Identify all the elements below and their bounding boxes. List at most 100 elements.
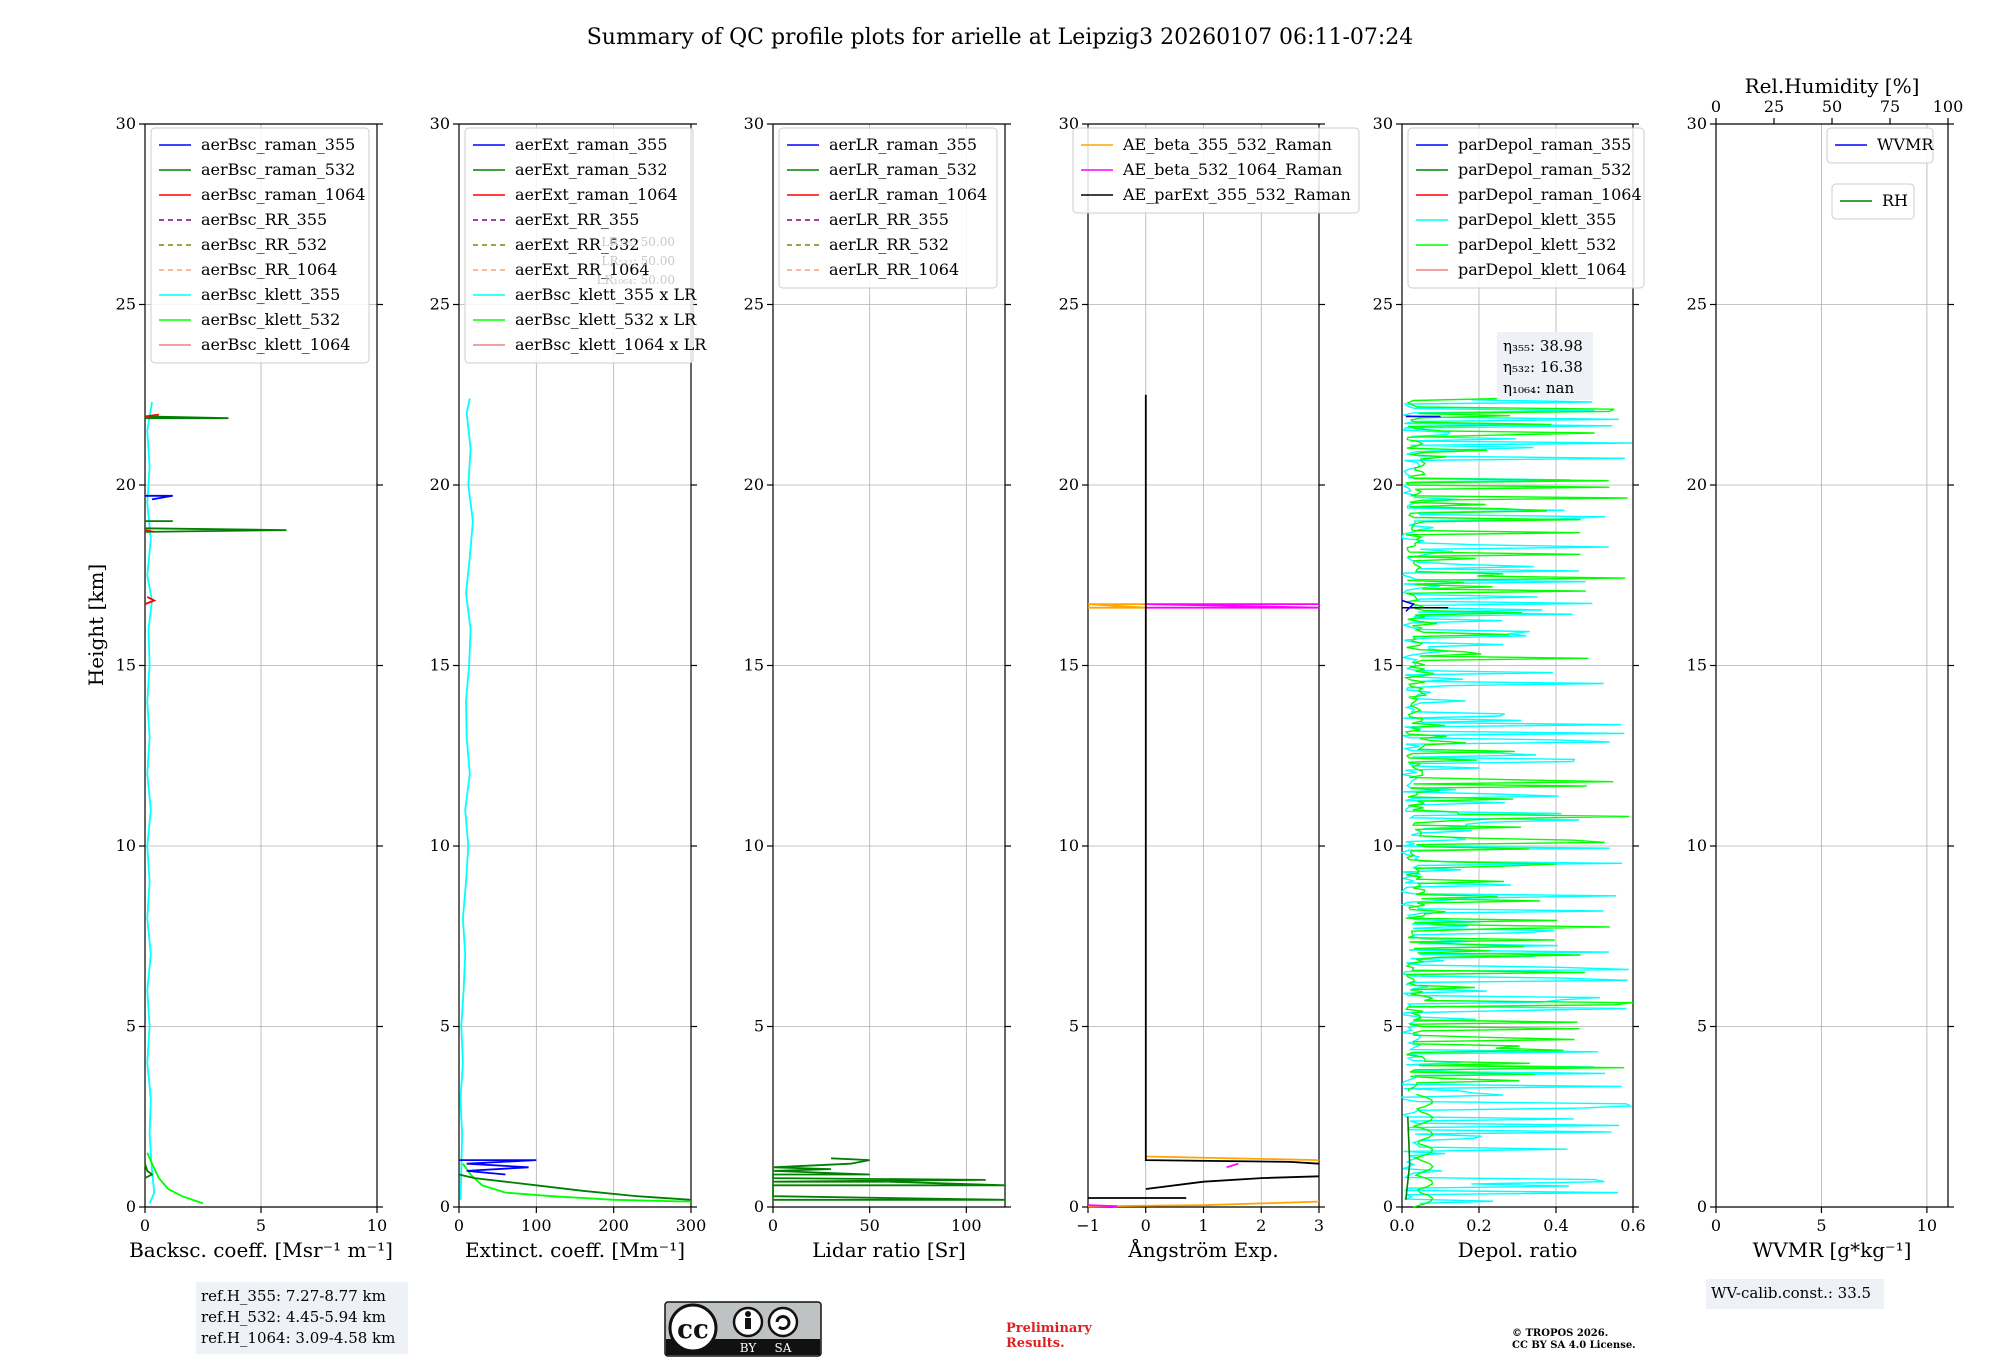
x-tick-label: 100 xyxy=(521,1216,552,1235)
legend-label: RH xyxy=(1882,191,1908,210)
x-tick-label: 3 xyxy=(1314,1216,1324,1235)
preliminary-line-2: Results. xyxy=(1006,1336,1065,1351)
series-aerBsc_raman_1064-marks xyxy=(144,413,160,418)
eta-value: η₃₅₅: 38.98 xyxy=(1503,337,1583,355)
series-AE_beta_355_532_Raman-near xyxy=(1145,1155,1320,1161)
series-aerBsc_klett_532 xyxy=(146,1152,204,1205)
top-tick-label: 75 xyxy=(1880,97,1900,116)
info-box-bg xyxy=(196,1282,408,1354)
legend-label: AE_beta_355_532_Raman xyxy=(1122,135,1332,154)
x-tick-label: 300 xyxy=(676,1216,707,1235)
top-tick-label: 0 xyxy=(1711,97,1721,116)
legend-lr-box xyxy=(778,127,998,289)
x-axis-label: Depol. ratio xyxy=(1458,1238,1578,1262)
x-tick-label: 50 xyxy=(859,1216,879,1235)
legend-ae-box xyxy=(1072,127,1360,214)
series-aerBsc_klett_355 xyxy=(146,401,156,1204)
legend-label: aerBsc_klett_532 x LR xyxy=(515,310,697,329)
y-tick-label: 20 xyxy=(744,475,764,494)
y-tick-label: 0 xyxy=(1383,1197,1393,1216)
info-line: ref.H_355: 7.27-8.77 km xyxy=(201,1287,386,1305)
legend-label: aerExt_raman_355 xyxy=(515,135,668,154)
series-aerLR_raman_532 xyxy=(772,1157,1006,1201)
series-AE_beta_532_1064_Raman-low xyxy=(1087,1204,1117,1208)
top-tick-label: 100 xyxy=(1933,97,1964,116)
y-tick-label: 20 xyxy=(430,475,450,494)
y-tick-label: 15 xyxy=(1059,656,1079,675)
legend-label: aerBsc_raman_532 xyxy=(201,160,355,179)
legend-label: aerExt_raman_532 xyxy=(515,160,668,179)
copyright-line-1: © TROPOS 2026. xyxy=(1512,1328,1608,1339)
top-axis-label: Rel.Humidity [%] xyxy=(1745,74,1920,98)
legend-rh: RH xyxy=(1831,183,1915,220)
y-tick-label: 30 xyxy=(744,114,764,133)
y-tick-label: 30 xyxy=(116,114,136,133)
y-tick-label: 20 xyxy=(1373,475,1393,494)
legend-label: aerBsc_RR_355 xyxy=(201,210,327,229)
cc-logo-text: cc xyxy=(677,1315,709,1345)
x-axis-label: Lidar ratio [Sr] xyxy=(812,1238,966,1262)
legend-bsc-box xyxy=(150,127,370,364)
legend-label: aerLR_RR_355 xyxy=(829,210,949,229)
y-tick-label: 30 xyxy=(1373,114,1393,133)
series-aerBsc_raman_1064-marks-3 xyxy=(144,596,157,605)
series-aerBsc_raman_532-spike-1 xyxy=(144,415,229,420)
series-aerExt_raman_355 xyxy=(459,1159,537,1176)
x-axis-label: WVMR [g*kg⁻¹] xyxy=(1753,1238,1912,1262)
x-tick-label: 5 xyxy=(1816,1216,1826,1235)
y-tick-label: 5 xyxy=(1069,1017,1079,1036)
series-parDepol_raman_532 xyxy=(1405,1116,1411,1200)
y-tick-label: 0 xyxy=(754,1197,764,1216)
x-tick-label: 5 xyxy=(256,1216,266,1235)
legend-label: aerExt_RR_1064 xyxy=(515,260,650,279)
x-tick-label: 200 xyxy=(598,1216,629,1235)
y-tick-label: 25 xyxy=(116,295,136,314)
x-tick-label: 0 xyxy=(1141,1216,1151,1235)
legend-label: WVMR xyxy=(1877,135,1934,154)
x-axis-label: Ångström Exp. xyxy=(1127,1237,1278,1262)
legend-label: aerLR_RR_1064 xyxy=(829,260,959,279)
x-tick-label: 0 xyxy=(140,1216,150,1235)
legend-ae: AE_beta_355_532_Raman AE_beta_532_1064_Ra… xyxy=(1072,127,1360,214)
y-tick-label: 5 xyxy=(440,1017,450,1036)
x-tick-label: 0 xyxy=(454,1216,464,1235)
legend-label: parDepol_raman_532 xyxy=(1458,160,1631,179)
y-tick-label: 20 xyxy=(1687,475,1707,494)
y-tick-label: 25 xyxy=(1687,295,1707,314)
y-tick-label: 5 xyxy=(1697,1017,1707,1036)
y-axis-label: Height [km] xyxy=(84,564,108,686)
x-tick-label: 0.0 xyxy=(1389,1216,1414,1235)
legend-wvmr: WVMR xyxy=(1826,127,1934,164)
legend-label: aerExt_raman_1064 xyxy=(515,185,678,204)
cc-sa-text: SA xyxy=(775,1341,792,1355)
y-tick-label: 0 xyxy=(126,1197,136,1216)
legend-ext: aerExt_raman_355 aerExt_raman_532 aerExt_r… xyxy=(464,127,707,364)
eta-box: η₃₅₅: 38.98 η₅₃₂: 16.38 η₁₀₆₄: nan xyxy=(1497,332,1593,400)
legend-depol-box xyxy=(1407,127,1645,289)
y-tick-label: 15 xyxy=(1687,656,1707,675)
panel-depol: 0 5 10 15 20 25 30 0.0 0.2 0.4 0.6 Depol. ratio parD… xyxy=(1373,114,1646,1262)
y-tick-label: 25 xyxy=(744,295,764,314)
legend-label: aerBsc_klett_532 xyxy=(201,310,340,329)
legend-label: parDepol_raman_1064 xyxy=(1458,185,1642,204)
cc-license-badge: cc BY SA xyxy=(664,1301,822,1357)
y-tick-label: 20 xyxy=(116,475,136,494)
legend-label: parDepol_raman_355 xyxy=(1458,135,1631,154)
x-tick-label: 0.2 xyxy=(1466,1216,1491,1235)
series-AE_beta_355_532_Raman xyxy=(1087,603,1146,609)
y-tick-label: 0 xyxy=(440,1197,450,1216)
y-tick-label: 5 xyxy=(754,1017,764,1036)
y-tick-label: 10 xyxy=(1687,836,1707,855)
legend-depol: parDepol_raman_355 parDepol_raman_532 parD… xyxy=(1407,127,1645,289)
eta-value: η₅₃₂: 16.38 xyxy=(1503,358,1583,376)
y-tick-label: 30 xyxy=(430,114,450,133)
legend-rh-box xyxy=(1831,183,1915,220)
y-tick-label: 10 xyxy=(1059,836,1079,855)
series-aerBsc_klett_355-x-LR xyxy=(459,398,474,1200)
y-tick-label: 10 xyxy=(116,836,136,855)
x-tick-label: −1 xyxy=(1076,1216,1100,1235)
lr-note: LR₁₀₆₄: 50.00 xyxy=(597,273,675,287)
y-tick-label: 0 xyxy=(1697,1197,1707,1216)
